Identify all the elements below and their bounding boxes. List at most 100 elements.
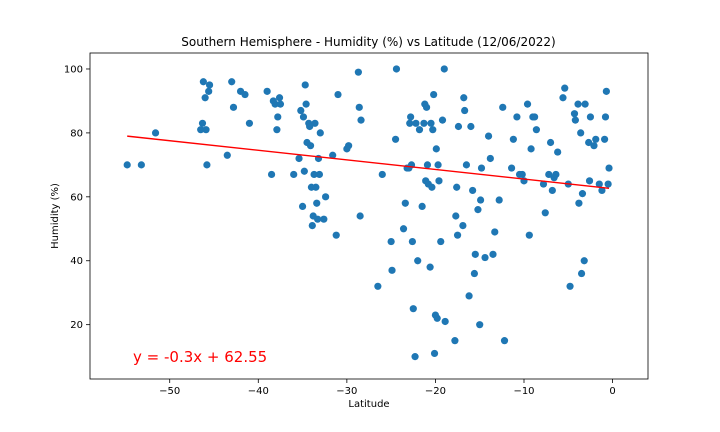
data-point bbox=[267, 170, 276, 179]
data-point bbox=[197, 126, 205, 134]
data-point bbox=[137, 161, 145, 169]
data-point bbox=[275, 94, 284, 102]
x-tick-label: −20 bbox=[425, 386, 446, 397]
data-point bbox=[354, 68, 362, 76]
data-point bbox=[301, 81, 309, 89]
data-point bbox=[314, 215, 322, 223]
data-point bbox=[470, 269, 478, 278]
data-point bbox=[274, 113, 282, 121]
data-point bbox=[477, 196, 485, 204]
data-point bbox=[276, 100, 285, 108]
data-point bbox=[433, 314, 441, 322]
data-point bbox=[290, 170, 298, 179]
data-point bbox=[355, 103, 363, 111]
data-point bbox=[451, 337, 459, 345]
data-point bbox=[461, 106, 469, 115]
data-point bbox=[486, 154, 494, 163]
data-point bbox=[585, 138, 593, 147]
data-point bbox=[295, 154, 303, 163]
data-point bbox=[471, 250, 479, 258]
data-point bbox=[418, 202, 426, 211]
chart-title: Southern Hemisphere - Humidity (%) vs La… bbox=[181, 35, 555, 49]
data-point bbox=[469, 186, 477, 195]
data-point bbox=[527, 145, 535, 153]
data-point bbox=[500, 337, 509, 345]
data-point bbox=[329, 151, 337, 159]
data-point bbox=[541, 209, 549, 217]
data-point bbox=[559, 94, 567, 102]
data-point bbox=[484, 132, 493, 140]
data-point bbox=[605, 164, 613, 172]
data-point bbox=[467, 122, 475, 131]
data-point bbox=[409, 305, 417, 313]
data-point bbox=[241, 90, 249, 99]
data-point bbox=[430, 349, 439, 358]
x-tick-label: −40 bbox=[248, 386, 269, 397]
data-point bbox=[306, 142, 315, 150]
data-point bbox=[388, 266, 396, 274]
data-point bbox=[391, 135, 400, 143]
data-point bbox=[435, 177, 443, 185]
data-point bbox=[378, 170, 386, 179]
data-point bbox=[604, 180, 612, 188]
data-point bbox=[414, 257, 422, 265]
data-point bbox=[308, 221, 316, 230]
data-point bbox=[198, 119, 207, 127]
data-point bbox=[601, 135, 609, 143]
data-point bbox=[229, 103, 238, 111]
data-point bbox=[491, 228, 499, 236]
data-point bbox=[406, 119, 414, 127]
data-point bbox=[399, 225, 408, 233]
x-tick-label: −50 bbox=[159, 386, 180, 397]
data-point bbox=[356, 212, 364, 220]
data-point bbox=[311, 119, 319, 127]
data-point bbox=[392, 65, 401, 73]
data-point bbox=[575, 199, 583, 207]
data-point bbox=[427, 119, 435, 127]
data-point bbox=[532, 126, 541, 134]
regression-line bbox=[127, 135, 610, 189]
data-point bbox=[203, 161, 211, 169]
plot-frame bbox=[89, 52, 649, 380]
data-point bbox=[548, 186, 556, 195]
data-point bbox=[440, 65, 448, 73]
x-tick-label: 0 bbox=[609, 386, 615, 397]
data-point bbox=[566, 282, 574, 290]
data-point bbox=[320, 215, 328, 223]
data-point bbox=[401, 199, 409, 207]
data-point bbox=[495, 196, 503, 204]
data-point bbox=[316, 129, 324, 137]
data-point bbox=[523, 100, 532, 108]
data-point bbox=[477, 164, 486, 172]
y-tick-label: 60 bbox=[70, 192, 83, 203]
data-point bbox=[202, 126, 210, 134]
data-point bbox=[332, 231, 340, 239]
data-point bbox=[310, 170, 318, 179]
data-point bbox=[595, 180, 603, 188]
data-point bbox=[432, 145, 440, 153]
x-axis: −50 −40 −30 −20 −10 0 bbox=[159, 379, 616, 397]
data-point bbox=[407, 113, 415, 121]
data-point bbox=[199, 78, 207, 86]
data-point bbox=[434, 161, 442, 169]
data-point bbox=[586, 113, 595, 121]
data-point bbox=[539, 180, 548, 188]
data-point bbox=[476, 321, 484, 329]
data-point bbox=[429, 126, 437, 134]
data-point bbox=[334, 90, 342, 99]
data-point bbox=[387, 237, 395, 246]
data-point bbox=[300, 167, 308, 175]
data-point bbox=[298, 202, 307, 211]
y-tick-label: 20 bbox=[70, 320, 83, 331]
data-point bbox=[315, 170, 323, 179]
data-point bbox=[426, 263, 434, 271]
data-point bbox=[374, 282, 382, 290]
data-point bbox=[546, 138, 555, 147]
data-point bbox=[205, 87, 213, 95]
data-point bbox=[312, 183, 320, 191]
data-point bbox=[273, 126, 281, 134]
y-axis: 20 40 60 80 100 bbox=[64, 64, 90, 331]
data-point bbox=[602, 87, 610, 95]
data-point bbox=[223, 151, 231, 159]
data-point bbox=[428, 183, 436, 191]
